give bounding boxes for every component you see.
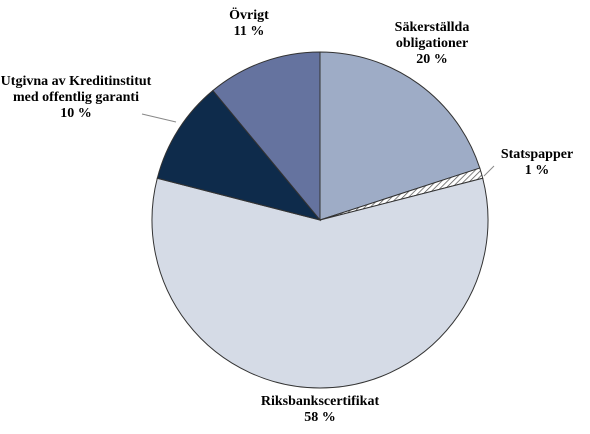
slice-label: Säkerställda obligationer 20 % [372,20,492,68]
slice-label: Riksbankscertifikat 58 % [220,394,420,426]
category-label: Övrigt [229,8,269,23]
value-label: 20 % [416,52,448,67]
category-label: Säkerställda obligationer [394,20,470,51]
category-label: Utgivna av Kreditinstitut med offentlig … [0,74,152,105]
slice-label: Utgivna av Kreditinstitut med offentlig … [0,74,156,122]
pie-slice [151,177,489,389]
value-label: 1 % [524,163,550,178]
slice-label: Övrigt 11 % [209,8,289,40]
leader-line [141,113,177,123]
pie-slice [156,89,322,221]
value-label: 58 % [304,410,336,425]
category-label: Statspapper [500,147,574,162]
value-label: 11 % [233,24,265,39]
value-label: 10 % [60,106,92,121]
category-label: Riksbankscertifikat [260,394,380,409]
leader-line [483,165,495,177]
pie-slice [212,51,321,222]
pie-slice [319,51,481,221]
slice-label: Statspapper 1 % [487,147,587,179]
